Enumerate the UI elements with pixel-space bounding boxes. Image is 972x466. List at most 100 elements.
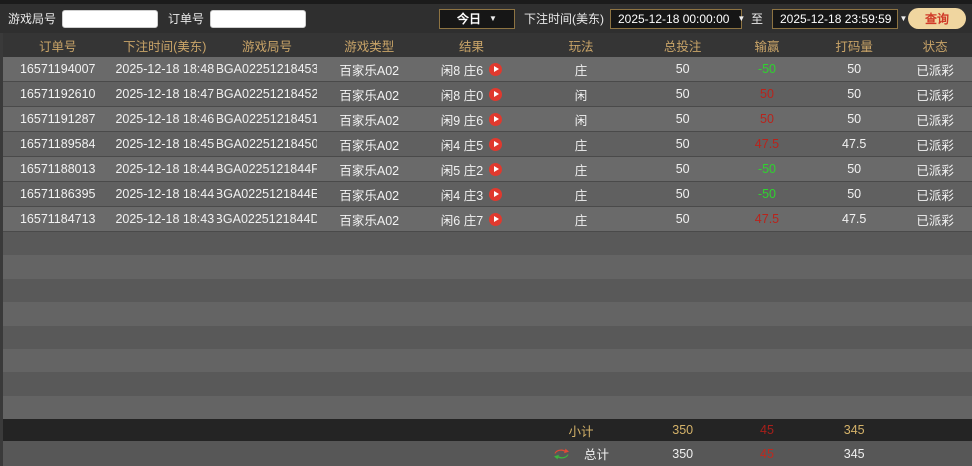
- cell-status: 已派彩: [916, 63, 954, 78]
- cell-valid-bet: 50: [847, 162, 862, 176]
- play-video-icon[interactable]: [489, 112, 503, 126]
- cell-order-no: 16571191287: [19, 112, 96, 126]
- col-header-order-no: 订单号: [38, 39, 77, 54]
- cell-game-round: BGA0225121844F: [217, 162, 317, 176]
- cell-game-round: BGA02251218452: [217, 87, 317, 101]
- play-video-icon[interactable]: [489, 187, 503, 201]
- total-win-loss: 45: [760, 446, 774, 461]
- cell-win-loss: -50: [757, 187, 777, 201]
- cell-total-bet: 50: [675, 112, 690, 126]
- cell-game-type: 百家乐A02: [339, 138, 400, 153]
- result-text: 闲6 庄7: [440, 213, 484, 228]
- play-video-icon[interactable]: [489, 87, 503, 101]
- start-time-select[interactable]: 2025-12-18 00:00:00 ▼: [609, 8, 746, 29]
- cell-play-type: 庄: [574, 138, 588, 153]
- table-row: 16571191287 2025-12-18 18:46 BGA02251218…: [3, 107, 972, 132]
- cell-total-bet: 50: [675, 137, 690, 151]
- cell-win-loss: 47.5: [754, 212, 780, 226]
- cell-play-type: 庄: [574, 63, 588, 78]
- empty-row: [3, 372, 972, 396]
- date-preset-select[interactable]: 今日 ▼: [438, 8, 515, 29]
- cell-bet-time: 2025-12-18 18:44: [115, 162, 215, 176]
- filter-bar: 游戏局号 订单号 今日 ▼ 下注时间(美东) 2025-12-18 00:00:…: [0, 4, 972, 33]
- top-edge-strip: [0, 0, 972, 4]
- cell-play-type: 闲: [574, 113, 588, 128]
- subtotal-valid-bet: 345: [843, 423, 865, 437]
- order-no-input[interactable]: [210, 9, 307, 28]
- query-button[interactable]: 查询: [908, 8, 966, 29]
- play-video-icon[interactable]: [489, 212, 503, 226]
- cell-play-type: 庄: [574, 163, 588, 178]
- cell-valid-bet: 50: [847, 62, 862, 76]
- cell-game-round: BGA0225121844D: [217, 212, 317, 226]
- play-triangle-icon: [493, 141, 499, 147]
- date-preset-value: 今日: [457, 12, 482, 26]
- start-time-value: 2025-12-18 00:00:00: [617, 11, 730, 26]
- cell-valid-bet: 50: [847, 112, 862, 126]
- cell-status: 已派彩: [916, 138, 954, 153]
- cell-play-type: 闲: [574, 88, 588, 103]
- subtotal-label: 小计: [568, 424, 594, 439]
- play-triangle-icon: [493, 91, 499, 97]
- col-header-play-type: 玩法: [568, 39, 594, 54]
- cell-order-no: 16571184713: [19, 212, 96, 226]
- empty-row: [3, 348, 972, 373]
- play-video-icon[interactable]: [489, 137, 503, 151]
- col-header-status: 状态: [922, 39, 948, 54]
- cell-win-loss: -50: [757, 162, 777, 176]
- subtotal-row: 小计 350 45 345: [3, 419, 972, 441]
- chevron-down-icon: ▼: [489, 14, 497, 23]
- play-triangle-icon: [493, 166, 499, 172]
- table-body: 16571194007 2025-12-18 18:48 BGA02251218…: [3, 57, 972, 232]
- cell-status: 已派彩: [916, 163, 954, 178]
- total-total-bet: 350: [672, 446, 694, 461]
- play-triangle-icon: [493, 191, 499, 197]
- bet-time-label: 下注时间(美东): [523, 12, 604, 26]
- chevron-down-icon: ▼: [737, 14, 746, 23]
- cell-bet-time: 2025-12-18 18:48: [115, 62, 215, 76]
- end-time-value: 2025-12-18 23:59:59: [780, 11, 892, 26]
- cell-order-no: 16571189584: [19, 137, 96, 151]
- cell-total-bet: 50: [675, 212, 690, 226]
- empty-row: [3, 278, 972, 303]
- cell-game-type: 百家乐A02: [339, 113, 400, 128]
- cell-game-type: 百家乐A02: [339, 88, 400, 103]
- cell-result: 闲9 庄6: [422, 107, 522, 131]
- table-row: 16571189584 2025-12-18 18:45 BGA02251218…: [3, 132, 972, 157]
- end-time-select[interactable]: 2025-12-18 23:59:59 ▼: [772, 8, 907, 29]
- result-text: 闲4 庄5: [440, 138, 484, 153]
- subtotal-win-loss: 45: [760, 423, 774, 437]
- play-video-icon[interactable]: [489, 62, 503, 76]
- order-no-label: 订单号: [168, 12, 205, 26]
- cell-game-type: 百家乐A02: [339, 188, 400, 203]
- cell-status: 已派彩: [916, 213, 954, 228]
- cell-order-no: 16571186395: [19, 187, 96, 201]
- game-round-input[interactable]: [62, 9, 159, 28]
- col-header-win-loss: 输赢: [754, 39, 780, 54]
- cell-bet-time: 2025-12-18 18:45: [115, 137, 215, 151]
- empty-row: [3, 232, 972, 256]
- col-header-valid-bet: 打码量: [835, 39, 873, 54]
- col-header-bet-time: 下注时间(美东): [123, 39, 207, 54]
- cell-game-round: BGA0225121844E: [217, 187, 317, 201]
- cell-game-round: BGA02251218451: [217, 112, 317, 126]
- total-row: 总计 350 45 345: [3, 441, 972, 466]
- cell-game-type: 百家乐A02: [339, 163, 400, 178]
- play-video-icon[interactable]: [489, 162, 503, 176]
- table-row: 16571188013 2025-12-18 18:44 BGA02251218…: [3, 157, 972, 182]
- play-triangle-icon: [493, 116, 499, 122]
- empty-row: [3, 325, 972, 349]
- empty-row: [3, 302, 972, 326]
- table-row: 16571186395 2025-12-18 18:44 BGA02251218…: [3, 182, 972, 207]
- cell-total-bet: 50: [675, 162, 690, 176]
- cell-status: 已派彩: [916, 113, 954, 128]
- cell-total-bet: 50: [675, 87, 690, 101]
- cell-result: 闲8 庄0: [422, 82, 522, 106]
- records-table: 订单号 下注时间(美东) 游戏局号 游戏类型 结果 玩法 总投注 输赢 打码量 …: [0, 33, 972, 466]
- refresh-icon[interactable]: [553, 448, 570, 460]
- table-row: 16571194007 2025-12-18 18:48 BGA02251218…: [3, 57, 972, 82]
- cell-order-no: 16571192610: [19, 87, 96, 101]
- empty-rows: [3, 232, 972, 419]
- cell-result: 闲4 庄5: [422, 132, 522, 156]
